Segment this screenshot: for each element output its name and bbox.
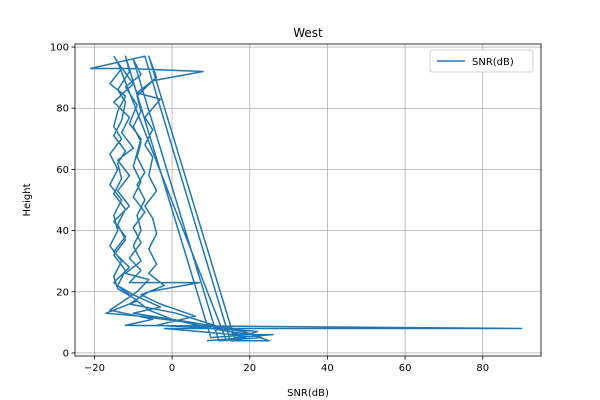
series-line-0 — [89, 55, 523, 342]
axis-ticks: −20 0 20 40 60 80 0 20 40 60 80 100 — [50, 43, 489, 374]
legend: SNR(dB) — [429, 49, 534, 73]
axes-frame — [74, 43, 542, 357]
y-tick-label: 80 — [56, 104, 69, 115]
x-tick-label: 0 — [169, 363, 175, 374]
y-tick-label: 20 — [56, 287, 69, 298]
x-tick-label: 20 — [243, 363, 256, 374]
y-axis-label: Height — [22, 183, 33, 216]
y-tick-label: 100 — [50, 43, 69, 54]
y-tick-label: 0 — [63, 348, 69, 359]
x-tick-label: 60 — [399, 363, 412, 374]
x-tick-label: 80 — [476, 363, 489, 374]
legend-box — [429, 49, 534, 73]
x-tick-label: −20 — [84, 363, 105, 374]
x-tick-label: 40 — [321, 363, 334, 374]
x-axis-label: SNR(dB) — [287, 388, 329, 399]
y-tick-label: 40 — [56, 226, 69, 237]
plot-area — [89, 55, 523, 342]
chart-title: West — [293, 26, 323, 40]
y-tick-label: 60 — [56, 165, 69, 176]
legend-label: SNR(dB) — [472, 57, 514, 68]
